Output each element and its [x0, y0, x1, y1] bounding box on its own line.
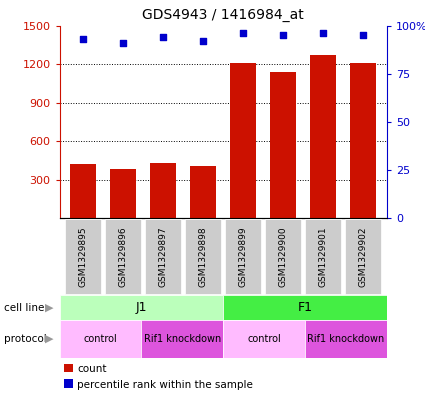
Bar: [270, 72, 296, 218]
Text: protocol: protocol: [4, 334, 47, 344]
Point: [120, 40, 127, 46]
Text: percentile rank within the sample: percentile rank within the sample: [77, 380, 253, 389]
Bar: [345, 219, 381, 294]
Bar: [265, 219, 301, 294]
Text: GSM1329901: GSM1329901: [318, 226, 327, 287]
Bar: [141, 320, 223, 358]
Bar: [65, 219, 102, 294]
Text: control: control: [247, 334, 281, 344]
Point: [240, 30, 246, 37]
Text: ▶: ▶: [45, 303, 53, 312]
Bar: [150, 163, 176, 218]
Bar: [350, 63, 376, 218]
Bar: [305, 320, 387, 358]
Text: GSM1329898: GSM1329898: [198, 226, 208, 287]
Text: cell line: cell line: [4, 303, 45, 312]
Bar: [223, 295, 387, 320]
Bar: [71, 164, 96, 218]
Text: F1: F1: [298, 301, 312, 314]
Title: GDS4943 / 1416984_at: GDS4943 / 1416984_at: [142, 8, 304, 22]
Point: [80, 36, 87, 42]
Text: Rif1 knockdown: Rif1 knockdown: [307, 334, 385, 344]
Bar: [60, 295, 223, 320]
Text: GSM1329897: GSM1329897: [159, 226, 168, 287]
Point: [160, 34, 167, 40]
Bar: [105, 219, 141, 294]
Text: GSM1329902: GSM1329902: [358, 226, 367, 286]
Text: GSM1329895: GSM1329895: [79, 226, 88, 287]
Point: [200, 38, 207, 44]
Text: count: count: [77, 364, 107, 374]
Text: ▶: ▶: [45, 334, 53, 344]
Point: [320, 30, 326, 37]
Bar: [110, 169, 136, 218]
Bar: [185, 219, 221, 294]
Text: Rif1 knockdown: Rif1 knockdown: [144, 334, 221, 344]
Bar: [190, 166, 216, 218]
Bar: [310, 55, 336, 218]
Text: GSM1329899: GSM1329899: [238, 226, 248, 287]
Point: [280, 32, 286, 38]
Bar: [305, 219, 341, 294]
Bar: [145, 219, 181, 294]
Bar: [223, 320, 305, 358]
Bar: [60, 320, 141, 358]
Text: control: control: [84, 334, 117, 344]
Text: GSM1329900: GSM1329900: [278, 226, 287, 287]
Point: [360, 32, 366, 38]
Text: GSM1329896: GSM1329896: [119, 226, 128, 287]
Bar: [230, 63, 256, 218]
Bar: [225, 219, 261, 294]
Text: J1: J1: [136, 301, 147, 314]
